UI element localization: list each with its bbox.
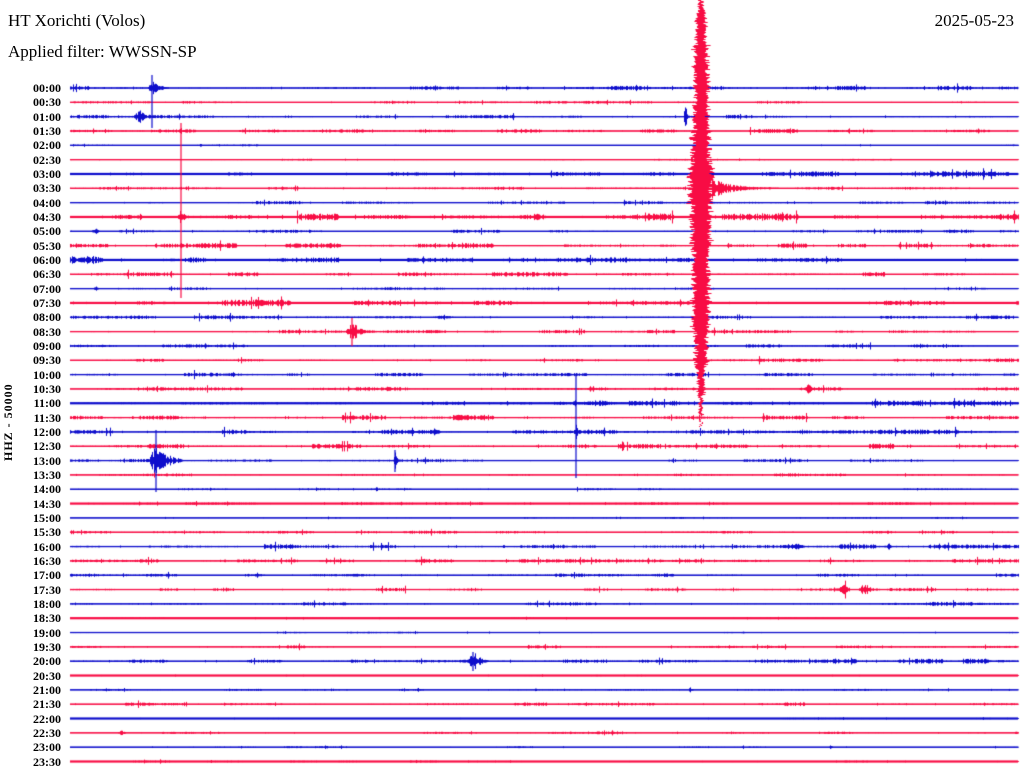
helicorder-traces: [0, 0, 1024, 780]
